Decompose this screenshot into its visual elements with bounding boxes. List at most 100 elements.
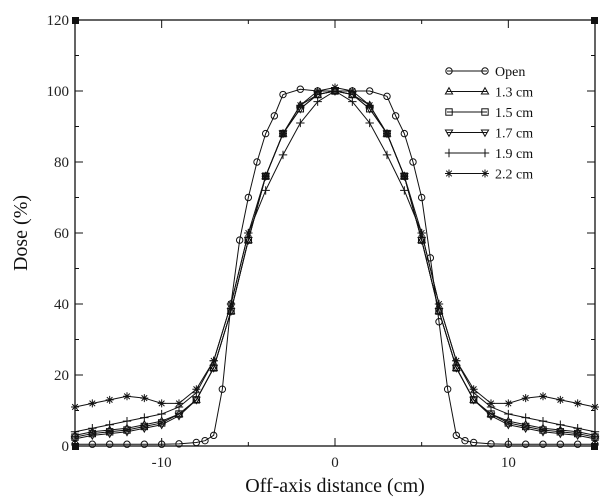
data-point-1-7-cm	[209, 364, 219, 373]
legend: Open 1.3 cm 1.5 cm 1.7 cm 1.9 cm 2.2 cm	[444, 65, 533, 183]
data-point-open	[192, 438, 201, 447]
data-point-1-9-cm	[382, 150, 392, 160]
data-point-2-2-cm	[469, 385, 478, 394]
x-tick-label: 10	[501, 455, 516, 471]
data-point-open	[469, 438, 478, 447]
data-point-1-3-cm	[191, 395, 201, 403]
data-point-2-2-cm	[331, 83, 339, 92]
data-point-open	[279, 90, 287, 99]
data-point-2-2-cm	[279, 129, 287, 138]
data-point-open	[140, 440, 149, 448]
data-point-1-9-cm	[105, 420, 114, 429]
data-point-1-3-cm	[538, 423, 548, 432]
data-point-1-3-cm	[122, 423, 132, 432]
data-point-1-7-cm	[191, 396, 201, 405]
data-point-open	[175, 440, 183, 448]
data-point-1-7-cm	[174, 412, 184, 421]
series-line-1-3-cm	[74, 90, 596, 436]
data-point-1-3-cm	[209, 363, 219, 371]
y-tick-label: 0	[62, 439, 70, 455]
legend-marker	[444, 148, 454, 158]
data-point-2-2-cm	[573, 399, 582, 408]
y-tick-label: 100	[47, 84, 70, 100]
data-point-1-7-cm	[538, 428, 548, 437]
data-point-1-3-cm	[590, 430, 600, 439]
data-point-2-2-cm	[244, 229, 253, 237]
data-point-open	[487, 440, 495, 448]
series-line-1-7-cm	[74, 90, 596, 440]
data-point-1-3-cm	[469, 395, 479, 403]
data-point-2-2-cm	[261, 172, 270, 181]
data-point-open	[296, 85, 305, 93]
legend-label: 1.9 cm	[495, 147, 533, 162]
data-point-1-9-cm	[573, 424, 582, 433]
data-point-open	[261, 129, 270, 138]
data-point-1-7-cm	[469, 396, 479, 405]
legend-item-1-7-cm: 1.7 cm	[444, 127, 533, 142]
data-point-1-3-cm	[503, 416, 513, 425]
legend-marker	[481, 67, 489, 75]
data-point-open	[573, 440, 582, 448]
data-point-2-2-cm	[539, 392, 547, 401]
data-point-1-3-cm	[157, 416, 167, 425]
data-point-open	[123, 440, 131, 448]
data-point-2-2-cm	[452, 356, 461, 365]
data-point-2-2-cm	[556, 395, 565, 404]
y-tick-label: 20	[54, 368, 69, 384]
data-point-open	[400, 129, 409, 138]
data-point-1-3-cm	[70, 430, 80, 439]
y-tick-label: 60	[54, 226, 69, 242]
data-point-1-9-cm	[140, 413, 149, 422]
data-point-2-2-cm	[192, 385, 201, 394]
data-point-1-9-cm	[313, 97, 322, 106]
data-point-1-7-cm	[122, 428, 132, 437]
data-point-open	[365, 87, 374, 95]
data-point-1-9-cm	[88, 424, 97, 433]
data-point-open	[391, 112, 400, 120]
data-point-1-9-cm	[157, 409, 166, 419]
data-point-1-7-cm	[573, 432, 583, 441]
series-line-1-5-cm	[74, 90, 596, 438]
data-point-1-3-cm	[521, 419, 531, 428]
series-line-1-9-cm	[74, 90, 596, 433]
legend-item-1-3-cm: 1.3 cm	[444, 86, 533, 101]
data-point-2-2-cm	[417, 229, 426, 237]
data-point-1-9-cm	[278, 150, 288, 160]
series-layer	[70, 83, 600, 448]
legend-marker	[480, 129, 490, 138]
data-point-1-9-cm	[261, 186, 270, 195]
data-point-2-2-cm	[383, 129, 391, 138]
data-point-2-2-cm	[157, 399, 166, 408]
data-point-2-2-cm	[504, 399, 513, 408]
data-point-open	[235, 236, 244, 244]
legend-label: 2.2 cm	[495, 168, 533, 183]
data-point-1-9-cm	[365, 118, 374, 128]
data-point-1-9-cm	[590, 427, 600, 436]
series-1-7-cm	[70, 87, 600, 444]
data-point-1-9-cm	[521, 413, 530, 422]
legend-label: 1.7 cm	[495, 127, 533, 142]
data-point-1-3-cm	[87, 426, 97, 435]
y-tick-label: 120	[47, 13, 70, 29]
data-point-1-3-cm	[451, 363, 461, 371]
data-point-2-2-cm	[591, 402, 599, 411]
legend-label: Open	[495, 65, 525, 80]
legend-label: 1.3 cm	[495, 86, 533, 101]
legend-item-open: Open	[445, 65, 525, 80]
x-tick-label: -10	[152, 455, 172, 471]
data-point-2-2-cm	[175, 399, 183, 408]
data-point-2-2-cm	[313, 87, 322, 95]
data-point-2-2-cm	[348, 87, 357, 95]
data-point-1-7-cm	[434, 308, 444, 316]
data-point-1-9-cm	[504, 409, 513, 419]
data-point-2-2-cm	[435, 300, 443, 308]
legend-marker	[481, 169, 489, 178]
data-point-2-2-cm	[71, 402, 79, 411]
data-point-1-7-cm	[590, 435, 600, 444]
data-point-open	[591, 440, 599, 448]
data-point-open	[253, 158, 261, 166]
data-point-open	[201, 436, 209, 445]
data-point-2-2-cm	[296, 101, 305, 110]
data-point-1-3-cm	[105, 425, 115, 434]
